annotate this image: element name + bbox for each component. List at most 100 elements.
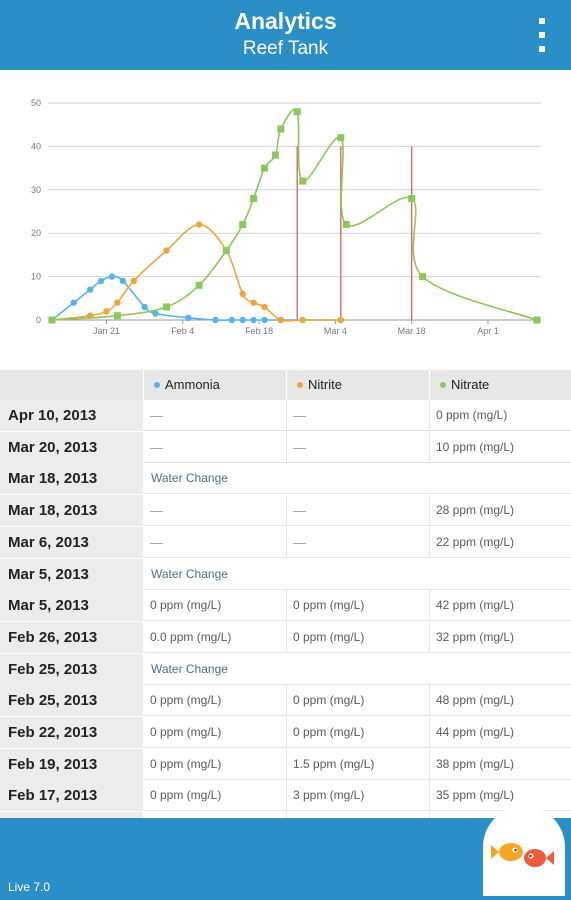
ammonia-dot-icon	[154, 381, 160, 388]
row-date: Feb 22, 2013	[0, 717, 143, 748]
nitrate-point	[533, 316, 541, 324]
nitrate-point	[277, 125, 285, 133]
nitrite-dot-icon	[297, 381, 303, 388]
cell-nitrite: 3 ppm (mg/L)	[286, 780, 429, 812]
cell-nitrite: 1.5 ppm (mg/L)	[286, 748, 429, 780]
table-row[interactable]: Mar 5, 2013 0 ppm (mg/L) 0 ppm (mg/L) 42 pp…	[0, 590, 571, 622]
cell-nitrite: 0 ppm (mg/L)	[286, 685, 429, 717]
y-tick-label: 20	[31, 228, 41, 238]
column-divider	[286, 685, 287, 717]
cell-nitrate: 10 ppm (mg/L)	[429, 431, 571, 463]
ammonia-point	[239, 316, 246, 324]
column-divider	[286, 590, 287, 622]
table-row[interactable]: Mar 5, 2013 Water Change	[0, 558, 571, 591]
cell-nitrate: 48 ppm (mg/L)	[429, 685, 571, 717]
column-divider	[286, 748, 287, 780]
cell-ammonia: 0 ppm (mg/L)	[143, 748, 286, 780]
column-divider	[286, 812, 287, 818]
nitrite-point	[250, 299, 257, 306]
table-row[interactable]: Feb 26, 2013 0.0 ppm (mg/L) 0 ppm (mg/L) 32…	[0, 621, 571, 654]
nitrate-dot-icon	[440, 381, 446, 388]
table-row[interactable]: Mar 6, 2013— —22 ppm (mg/L)	[0, 526, 571, 559]
water-change-label: Water Change	[143, 559, 571, 590]
fish-logo-icon	[491, 843, 554, 867]
y-tick-label: 50	[31, 98, 41, 108]
x-tick-label: Feb 18	[245, 326, 273, 336]
x-tick-label: Mar 4	[324, 326, 347, 336]
column-divider	[429, 495, 430, 527]
nitrate-point	[261, 164, 269, 172]
cell-ammonia: 0 ppm (mg/L)	[143, 780, 286, 812]
nitrite-point	[277, 316, 285, 324]
parameter-chart: 0 10 20 30 40 50 Jan 21 Feb 4 Feb 18 Mar 4 Mar 18 A…	[0, 70, 571, 370]
nitrate-point	[299, 177, 307, 185]
nitrite-point	[261, 303, 268, 311]
row-date: Apr 10, 2013	[0, 400, 143, 431]
cell-nitrate: 42 ppm (mg/L)	[429, 590, 571, 622]
row-date: Feb 19, 2013	[0, 748, 143, 780]
fish-logo-button[interactable]	[483, 806, 565, 896]
x-tick-label: Jan 21	[93, 326, 120, 336]
table-row[interactable]: Feb 22, 2013 0 ppm (mg/L) 0 ppm (mg/L) 44 p…	[0, 717, 571, 749]
cell-ammonia: —	[143, 495, 286, 527]
nitrate-point	[239, 221, 247, 229]
column-divider	[429, 717, 430, 748]
ammonia-point	[228, 316, 236, 324]
nitrate-point	[222, 247, 230, 255]
column-divider	[286, 717, 287, 748]
nitrite-point	[337, 316, 345, 324]
cell-ammonia: —	[143, 526, 286, 558]
table-row[interactable]: Mar 18, 2013— —28 ppm (mg/L)	[0, 495, 571, 527]
column-divider	[286, 780, 287, 812]
column-divider	[286, 526, 287, 558]
table-row[interactable]: Mar 18, 2013 Water Change	[0, 463, 571, 495]
nitrate-point	[271, 151, 279, 159]
nitrate-point	[408, 194, 416, 202]
nitrate-point	[250, 194, 258, 202]
column-divider	[286, 431, 287, 463]
table-row[interactable]: Feb 17, 2013 0 ppm (mg/L) 3 ppm (mg/L) 35 p…	[0, 780, 571, 812]
ammonia-point	[152, 310, 159, 317]
readings-table: Ammonia Nitrite Nitrate Apr 10, 2013— —0 …	[0, 370, 571, 818]
row-date: Mar 18, 2013	[0, 495, 143, 527]
nitrate-line	[51, 108, 538, 321]
ammonia-point	[261, 316, 268, 324]
cell-ammonia: —	[143, 400, 286, 431]
cell-nitrate: 38 ppm (mg/L)	[429, 748, 571, 780]
water-change-label: Water Change	[143, 463, 571, 495]
table-row[interactable]: Feb 25, 2013 Water Change	[0, 653, 571, 686]
cell-nitrate: 44 ppm (mg/L)	[429, 717, 571, 748]
app-bar: Analytics Reef Tank	[0, 0, 571, 70]
column-divider	[429, 526, 430, 558]
nitrite-point	[299, 316, 306, 324]
header-nitrite: Nitrite	[286, 370, 429, 400]
x-tick-label: Feb 4	[171, 326, 194, 336]
table-row[interactable]: Feb 25, 2013 0 ppm (mg/L) 0 ppm (mg/L) 48 p…	[0, 685, 571, 717]
y-tick-label: 40	[31, 141, 41, 151]
cell-ammonia: —	[143, 431, 286, 463]
table-header: Ammonia Nitrite Nitrate	[0, 370, 571, 400]
nitrate-point	[419, 273, 427, 281]
ammonia-point	[185, 314, 192, 322]
table-row[interactable]: Feb 19, 2013 0 ppm (mg/L) 1.5 ppm (mg/L) 38…	[0, 748, 571, 781]
row-date: Mar 5, 2013	[0, 590, 143, 622]
nitrate-point	[337, 134, 345, 142]
header-nitrate: Nitrate	[429, 370, 571, 400]
tank-name: Reef Tank	[242, 38, 329, 59]
ammonia-point	[212, 316, 219, 324]
ammonia-point	[250, 316, 257, 324]
cell-nitrite: 0 ppm (mg/L)	[286, 590, 429, 622]
overflow-menu-icon[interactable]	[537, 18, 547, 52]
nitrite-point	[130, 277, 137, 285]
nitrate-point	[195, 281, 203, 289]
cell-nitrate: 0 ppm (mg/L)	[429, 400, 571, 431]
page-title: Analytics	[234, 8, 337, 34]
cell-nitrite: 0 ppm (mg/L)	[286, 621, 429, 653]
ammonia-point	[86, 286, 94, 293]
ammonia-point	[97, 277, 105, 285]
table-row[interactable]: Mar 20, 2013— —10 ppm (mg/L)	[0, 431, 571, 464]
table-row[interactable]: Apr 10, 2013— —0 ppm (mg/L)	[0, 400, 571, 432]
cell-nitrate: 35 ppm (mg/L)	[429, 780, 571, 812]
chart-svg: 0 10 20 30 40 50 Jan 21 Feb 4 Feb 18 Mar 4 Mar 18 A…	[31, 98, 541, 336]
cell-nitrite: —	[286, 495, 429, 527]
